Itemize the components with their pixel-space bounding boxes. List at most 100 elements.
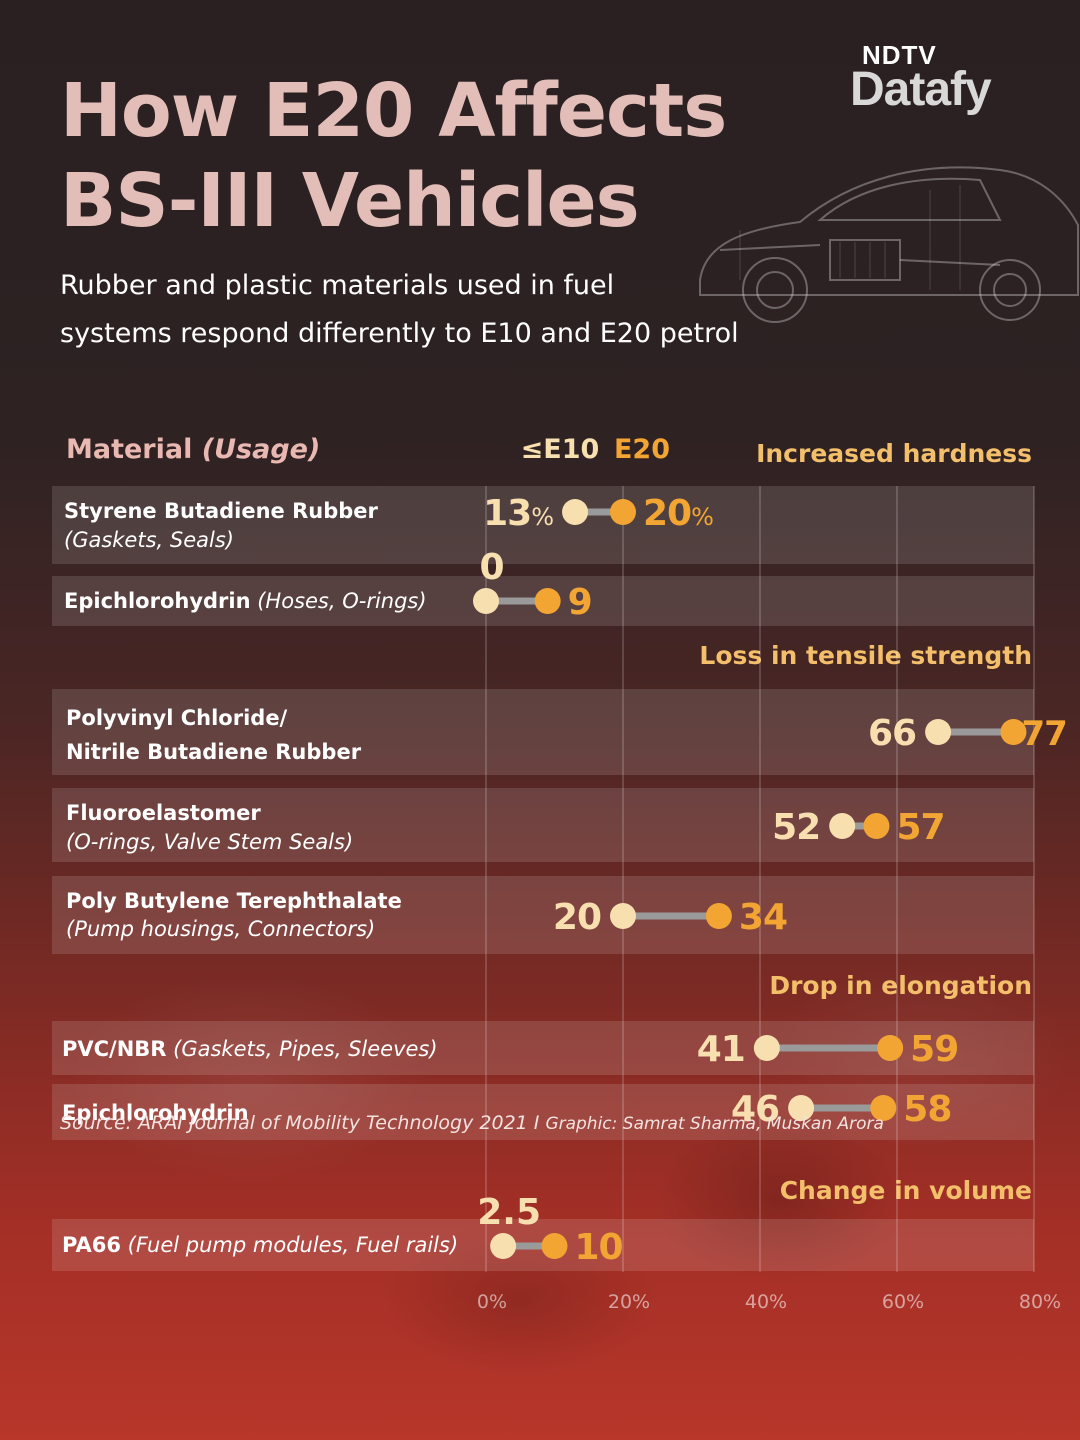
- x-tick-label: 0%: [477, 1291, 507, 1313]
- e10-dot: [753, 1035, 780, 1061]
- e20-value-number: 34: [739, 897, 787, 938]
- e10-value-number: 0: [479, 547, 504, 588]
- e20-value-number: 59: [910, 1029, 958, 1070]
- subtitle-line-1: Rubber and plastic materials used in fue…: [60, 270, 615, 301]
- e10-dot: [490, 1233, 517, 1259]
- e20-dot: [870, 1095, 897, 1121]
- e20-dot: [534, 588, 561, 614]
- e20-value-number: 9: [568, 582, 592, 623]
- title-line-1: How E20 Affects: [60, 68, 727, 154]
- e10-value-number: 20: [553, 897, 601, 938]
- legend-e10-label: ≤E10: [521, 434, 600, 465]
- material-name-text: Styrene Butadiene Rubber: [64, 499, 379, 523]
- e20-value-label: 20%: [643, 493, 713, 534]
- x-tick-label: 20%: [608, 1291, 650, 1313]
- material-name-text: PA66: [62, 1233, 121, 1257]
- material-usage: (Gaskets, Seals): [64, 528, 234, 552]
- e10-dot: [473, 588, 499, 614]
- e20-dot: [705, 903, 732, 929]
- section-label: Change in volume: [780, 1176, 1032, 1205]
- e20-value-number: 77: [1021, 714, 1066, 754]
- material-name: Polyvinyl Chloride/: [66, 706, 288, 730]
- e10-value-label: 46: [731, 1089, 779, 1130]
- material-name: Styrene Butadiene Rubber: [64, 499, 379, 523]
- e10-value-label: 0: [479, 547, 504, 588]
- material-usage: (Fuel pump modules, Fuel rails): [121, 1233, 458, 1257]
- e20-dot: [877, 1035, 904, 1061]
- x-tick-label: 80%: [1019, 1291, 1061, 1313]
- e10-dot: [829, 813, 856, 839]
- material-name: Epichlorohydrin (Hoses, O-rings): [64, 589, 427, 613]
- row-background: [52, 486, 1034, 564]
- e20-value-label: 58: [903, 1089, 951, 1130]
- material-name-line-2: Nitrile Butadiene Rubber: [66, 740, 362, 764]
- material-name-text: Epichlorohydrin: [62, 1101, 249, 1125]
- e10-value-number: 2.5: [477, 1192, 541, 1233]
- material-name: PA66 (Fuel pump modules, Fuel rails): [62, 1233, 458, 1257]
- credit-text: Graphic: Samrat Sharma, Muskan Arora: [545, 1114, 884, 1134]
- e20-value-label: 10: [575, 1227, 623, 1268]
- source-note: Source: ARAI Journal of Mobility Technol…: [60, 1112, 884, 1134]
- material-usage: (Hoses, O-rings): [251, 589, 427, 613]
- material-name: Poly Butylene Terephthalate: [66, 889, 402, 913]
- logo-datafy-text: Datafy: [850, 63, 992, 116]
- section-label: Increased hardness: [756, 439, 1032, 468]
- material-name-text: Polyvinyl Chloride/: [66, 706, 288, 730]
- e10-value-label: 2.5: [477, 1192, 541, 1233]
- e20-value-label: 59: [910, 1029, 958, 1070]
- e20-value-number: 57: [896, 807, 944, 848]
- material-usage: (O-rings, Valve Stem Seals): [66, 830, 353, 854]
- subtitle-line-2: systems respond differently to E10 and E…: [60, 318, 739, 349]
- material-name: Epichlorohydrin: [62, 1101, 249, 1125]
- row-background: [52, 1084, 1034, 1140]
- x-tick-label: 60%: [882, 1291, 924, 1313]
- e10-dot: [562, 499, 589, 525]
- e20-value-number: 20: [643, 493, 691, 534]
- row-background: [52, 876, 1034, 954]
- material-name-text: Fluoroelastomer: [66, 801, 261, 825]
- car-xray-illustration: [699, 166, 1079, 323]
- legend-e20-label: E20: [614, 434, 670, 465]
- subtitle: Rubber and plastic materials used in fue…: [60, 262, 820, 358]
- e10-value-number: 46: [731, 1089, 779, 1130]
- page-title: How E20 Affects BS-III Vehicles: [60, 66, 760, 246]
- material-name-text: Epichlorohydrin: [64, 589, 251, 613]
- usage-header-label: (Usage): [202, 434, 321, 465]
- e10-dot: [610, 903, 636, 929]
- material-usage: (Pump housings, Connectors): [66, 917, 375, 941]
- e20-dot: [610, 499, 636, 525]
- e10-value-label: 52: [772, 807, 820, 848]
- material-name-text: PVC/NBR: [62, 1037, 166, 1061]
- material-header: Material (Usage): [66, 434, 320, 465]
- logo-ndtv-text: NDTV: [862, 40, 937, 70]
- e10-value-label: 66: [868, 713, 916, 754]
- e20-value-label: 77: [1021, 714, 1066, 754]
- material-usage: (Gaskets, Pipes, Sleeves): [166, 1037, 437, 1061]
- section-label: Drop in elongation: [769, 971, 1032, 1000]
- e20-unit: %: [691, 503, 713, 531]
- material-header-label: Material: [66, 434, 202, 465]
- e20-value-label: 9: [568, 582, 592, 623]
- source-text: Source: ARAI Journal of Mobility Technol…: [60, 1112, 540, 1134]
- e20-dot: [863, 813, 890, 839]
- section-label: Loss in tensile strength: [699, 641, 1032, 670]
- e10-value-number: 66: [868, 713, 916, 754]
- material-name: Fluoroelastomer: [66, 801, 261, 825]
- row-background: [52, 689, 1034, 775]
- e20-dot: [1000, 719, 1027, 745]
- e20-dot: [541, 1233, 568, 1259]
- ndtv-datafy-logo: NDTV Datafy: [850, 40, 1040, 120]
- background-texture: [0, 940, 1080, 1440]
- title-line-2: BS-III Vehicles: [60, 158, 640, 244]
- x-tick-label: 40%: [745, 1291, 787, 1313]
- e20-value-number: 58: [903, 1089, 951, 1130]
- e20-value-number: 10: [575, 1227, 623, 1268]
- e10-unit: %: [531, 503, 553, 531]
- e10-value-label: 20: [553, 897, 601, 938]
- e10-value-number: 52: [772, 807, 820, 848]
- e10-value-number: 13: [483, 493, 531, 534]
- e10-value-label: 41: [697, 1029, 745, 1070]
- e20-value-label: 34: [739, 897, 787, 938]
- e10-dot: [788, 1095, 815, 1121]
